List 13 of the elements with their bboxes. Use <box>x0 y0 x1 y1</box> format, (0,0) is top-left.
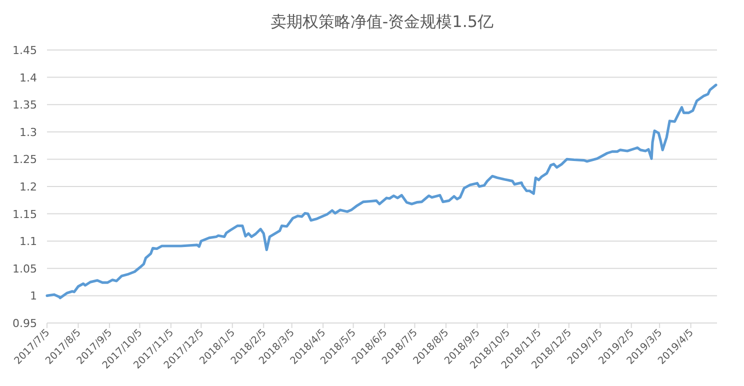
y-tick-label: 0.95 <box>12 317 37 330</box>
y-tick-label: 1.1 <box>20 235 37 248</box>
title: 卖期权策略净值-资金规模1.5亿 <box>270 12 494 31</box>
y-tick-label: 1 <box>30 290 37 303</box>
line-series <box>46 84 718 300</box>
y-tick-label: 1.3 <box>20 126 37 139</box>
y-tick-label: 1.4 <box>20 71 37 84</box>
y-tick-label: 1.2 <box>20 180 37 194</box>
y-tick-label: 1.05 <box>12 262 37 276</box>
y-tick-label: 1.25 <box>12 153 37 166</box>
y-tick-label: 1.15 <box>12 208 37 221</box>
y-tick-label: 1.35 <box>12 98 37 112</box>
y-tick-label: 1.45 <box>12 44 37 57</box>
